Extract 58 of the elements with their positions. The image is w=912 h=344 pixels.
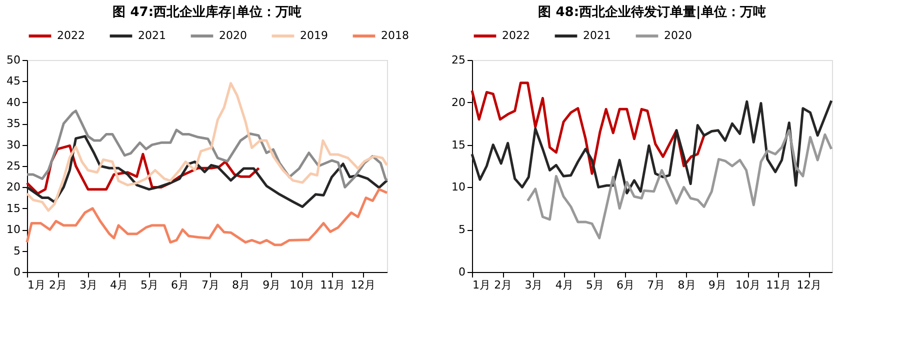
- x-tick-label: 6月: [171, 278, 190, 292]
- line-series: [26, 135, 388, 208]
- legend-label: 2020: [664, 29, 692, 42]
- y-tick-label: 30: [6, 138, 20, 152]
- chart-title: 图 48:西北企业待发订单量|单位：万吨: [538, 4, 766, 20]
- line-series: [470, 82, 706, 175]
- x-tick-label: 12月: [350, 278, 376, 292]
- y-tick-label: 50: [6, 54, 20, 66]
- legend-label: 2018: [381, 29, 409, 42]
- x-tick-label: 9月: [708, 278, 726, 292]
- x-tick-label: 3月: [524, 278, 543, 292]
- legend-label: 2021: [138, 29, 166, 42]
- y-tick-label: 45: [6, 74, 20, 88]
- legend-label: 2020: [219, 29, 247, 42]
- x-tick-label: 7月: [202, 278, 220, 292]
- y-tick-label: 15: [452, 138, 466, 152]
- y-tick-label: 10: [452, 180, 466, 194]
- x-tick-label: 10月: [290, 278, 315, 292]
- line-series: [470, 99, 833, 194]
- legend-label: 2019: [300, 29, 328, 42]
- x-tick-label: 11月: [320, 278, 346, 292]
- y-tick-label: 40: [6, 96, 20, 109]
- y-tick-label: 20: [6, 180, 20, 194]
- legend-label: 2021: [583, 29, 611, 42]
- y-tick-label: 5: [458, 223, 466, 236]
- x-tick-label: 4月: [555, 278, 574, 292]
- y-tick-label: 15: [6, 202, 20, 215]
- y-tick-label: 0: [14, 266, 20, 278]
- x-tick-label: 3月: [80, 278, 98, 292]
- legend-label: 2022: [502, 29, 530, 42]
- x-tick-label: 8月: [232, 278, 250, 292]
- y-tick-label: 10: [6, 223, 20, 236]
- x-tick-label: 12月: [796, 278, 822, 292]
- line-series: [26, 188, 388, 246]
- x-tick-label: 7月: [647, 278, 666, 292]
- x-tick-label: 4月: [110, 278, 128, 292]
- x-tick-label: 8月: [678, 278, 696, 292]
- y-tick-label: 35: [6, 117, 20, 130]
- x-tick-label: 11月: [766, 278, 792, 292]
- x-tick-label: 5月: [140, 278, 159, 292]
- y-tick-label: 0: [458, 266, 466, 278]
- x-tick-label: 10月: [736, 278, 761, 292]
- x-tick-label: 9月: [262, 278, 281, 292]
- y-tick-label: 25: [452, 54, 466, 66]
- chart-title: 图 47:西北企业库存|单位：万吨: [112, 4, 302, 20]
- x-tick-label: 1月: [28, 278, 46, 292]
- y-tick-label: 20: [452, 96, 466, 109]
- y-tick-label: 5: [14, 244, 20, 258]
- line-series: [26, 82, 388, 212]
- y-tick-label: 25: [6, 160, 20, 172]
- x-tick-label: 1月: [472, 278, 490, 292]
- x-tick-label: 2月: [494, 278, 512, 292]
- x-tick-label: 5月: [586, 278, 604, 292]
- line-series: [526, 129, 833, 240]
- legend-label: 2022: [57, 29, 85, 42]
- x-tick-label: 2月: [49, 278, 68, 292]
- x-tick-label: 6月: [616, 278, 635, 292]
- line-series: [26, 110, 388, 188]
